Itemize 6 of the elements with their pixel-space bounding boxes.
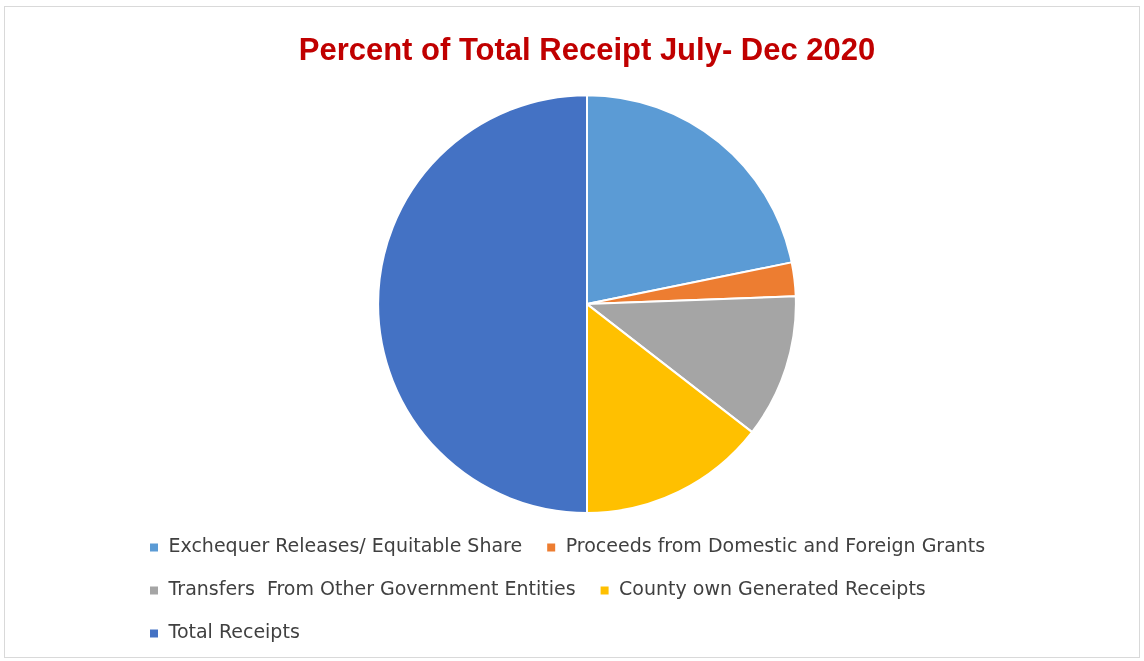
legend-label: Total Receipts xyxy=(167,620,300,643)
legend-label: County own Generated Receipts xyxy=(619,577,926,600)
legend-label: Exchequer Releases/ Equitable Share xyxy=(168,534,523,557)
legend-label: Proceeds from Domestic and Foreign Grants xyxy=(565,534,986,557)
chart-title: Percent of Total Receipt July- Dec 2020 xyxy=(298,32,876,68)
legend-label: Transfers From Other Government Entities xyxy=(167,577,576,600)
